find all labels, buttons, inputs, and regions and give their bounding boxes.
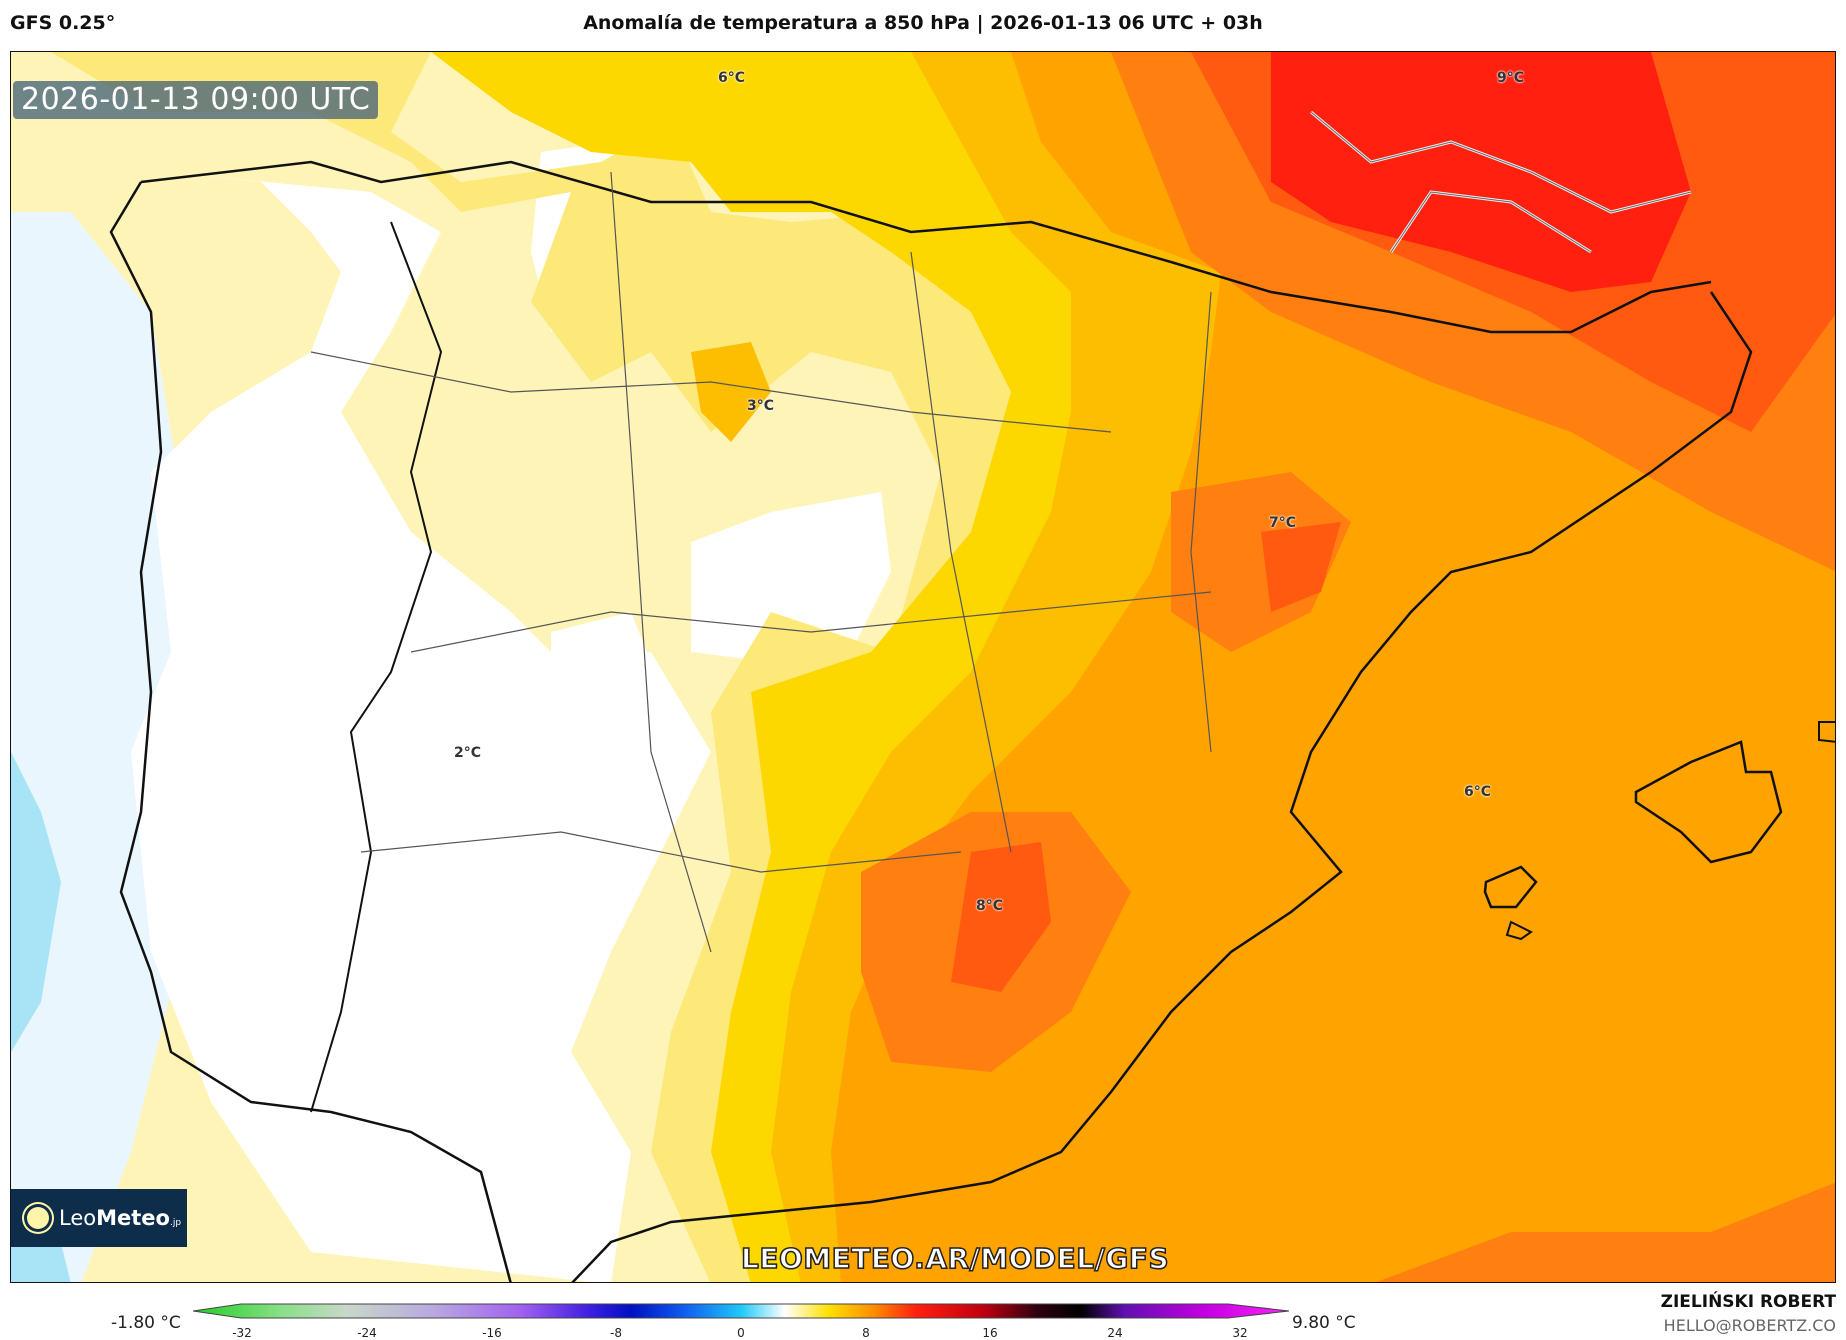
contour-label: 7°C	[1269, 515, 1297, 531]
colorbar-tick: -8	[610, 1326, 622, 1340]
temperature-anomaly-map: 2026-01-13 09:00 UTC 6°C 9°C 3°C 7°C 2°C…	[10, 51, 1836, 1283]
contour-label: 9°C	[1497, 70, 1525, 86]
contour-label: 3°C	[747, 398, 775, 414]
colorbar-tick: 32	[1232, 1326, 1248, 1340]
colorbar-tick: 16	[982, 1326, 998, 1340]
contour-label: 2°C	[454, 745, 482, 761]
contour-label: 6°C	[718, 70, 746, 86]
colorbar-max-label: 9.80 °C	[1292, 1313, 1356, 1333]
chart-title: Anomalía de temperatura a 850 hPa | 2026…	[583, 12, 1263, 34]
contour-label: 6°C	[1464, 784, 1492, 800]
contour-label: 8°C	[976, 898, 1004, 914]
leometeo-logo: LeoMeteo.jp	[11, 1189, 187, 1247]
valid-time-overlay: 2026-01-13 09:00 UTC	[13, 81, 379, 119]
author-email: HELLO@ROBERTZ.CO	[1663, 1316, 1836, 1335]
model-name: GFS 0.25°	[10, 12, 116, 34]
colorbar-tick: 0	[737, 1326, 745, 1340]
map-fill-svg	[11, 52, 1835, 1282]
colorbar-tick: 8	[862, 1326, 870, 1340]
colorbar-tick: -24	[357, 1326, 377, 1340]
sun-icon	[27, 1207, 49, 1229]
colorbar	[193, 1303, 1290, 1319]
source-watermark: LEOMETEO.AR/MODEL/GFS	[740, 1241, 1170, 1276]
logo-text: LeoMeteo.jp	[59, 1206, 182, 1230]
author-credit: ZIELIŃSKI ROBERT	[1660, 1292, 1836, 1312]
colorbar-tick: -16	[482, 1326, 502, 1340]
colorbar-min-label: -1.80 °C	[111, 1313, 181, 1333]
colorbar-tick: -32	[232, 1326, 252, 1340]
colorbar-tick: 24	[1107, 1326, 1123, 1340]
